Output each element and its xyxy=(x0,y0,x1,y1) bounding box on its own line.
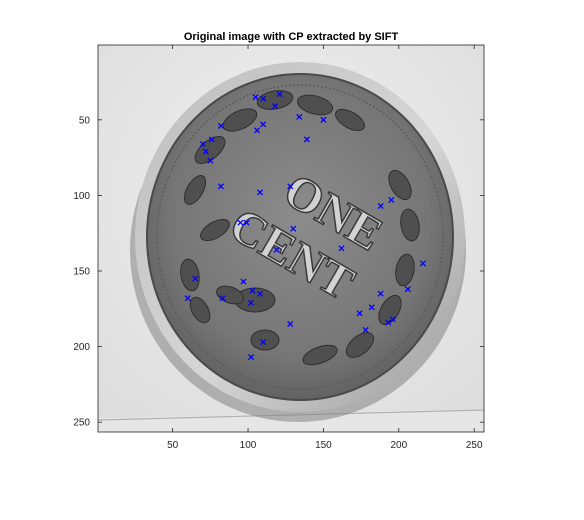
keypoint-marker xyxy=(272,103,279,110)
y-tick-label: 150 xyxy=(73,267,90,278)
keypoint-marker xyxy=(260,95,267,102)
x-tick-label: 100 xyxy=(240,440,257,451)
keypoint-marker xyxy=(385,319,392,326)
keypoint-marker xyxy=(247,299,255,306)
y-tick-label: 200 xyxy=(73,342,90,353)
keypoint-marker xyxy=(247,354,255,361)
keypoint-marker xyxy=(240,278,247,285)
keypoint-marker xyxy=(207,157,214,164)
axes-frame xyxy=(97,44,485,433)
x-axis-ticks: 50 100 150 200 250 xyxy=(167,45,483,451)
keypoint-marker xyxy=(257,290,264,297)
keypoint-marker xyxy=(362,326,369,334)
keypoint-marker xyxy=(356,310,363,317)
y-tick-label: 100 xyxy=(73,191,90,202)
keypoint-marker xyxy=(208,136,215,143)
keypoint-marker xyxy=(202,148,209,155)
keypoint-marker xyxy=(184,295,191,302)
keypoint-marker xyxy=(217,183,224,190)
keypoint-marker xyxy=(388,196,395,204)
keypoint-marker xyxy=(217,122,224,129)
keypoint-marker xyxy=(389,316,396,323)
y-axis-ticks: 50 100 150 200 250 xyxy=(73,115,484,429)
x-tick-label: 200 xyxy=(390,440,407,451)
keypoint-marker xyxy=(199,140,206,148)
keypoint-marker xyxy=(254,127,261,134)
x-tick-label: 150 xyxy=(315,440,332,451)
keypoint-marker xyxy=(287,183,294,190)
keypoint-marker xyxy=(252,94,259,101)
x-tick-label: 50 xyxy=(167,440,179,451)
keypoint-marker xyxy=(303,136,310,143)
keypoint-marker xyxy=(287,320,294,327)
keypoint-marker xyxy=(257,189,264,196)
keypoint-marker xyxy=(273,246,280,253)
keypoint-marker xyxy=(320,116,327,123)
keypoint-marker xyxy=(404,286,411,293)
keypoint-marker xyxy=(338,245,345,252)
keypoint-marker xyxy=(260,338,267,346)
keypoint-marker xyxy=(243,219,250,226)
coin-inner-ring xyxy=(156,84,444,390)
photo: ONE CENT xyxy=(98,45,484,432)
keypoint-marker xyxy=(192,275,199,282)
keypoint-marker xyxy=(377,290,384,297)
keypoint-marker xyxy=(377,202,384,210)
keypoint-marker xyxy=(260,121,267,128)
keypoints xyxy=(184,91,426,361)
keypoint-marker xyxy=(219,295,226,302)
y-tick-label: 50 xyxy=(79,115,91,126)
x-tick-label: 250 xyxy=(466,440,483,451)
keypoint-marker xyxy=(249,287,256,294)
keypoint-marker xyxy=(276,91,283,98)
keypoint-marker xyxy=(419,260,426,267)
coin-face xyxy=(146,73,454,401)
keypoint-marker xyxy=(368,304,375,311)
axes: 50 100 150 200 250 50 100 150 200 250 xyxy=(73,44,485,451)
chart-title: Original image with CP extracted by SIFT xyxy=(184,31,399,43)
keypoint-marker xyxy=(290,225,297,232)
y-tick-label: 250 xyxy=(73,418,90,429)
keypoint-marker xyxy=(237,219,244,226)
keypoint-marker xyxy=(296,113,303,120)
